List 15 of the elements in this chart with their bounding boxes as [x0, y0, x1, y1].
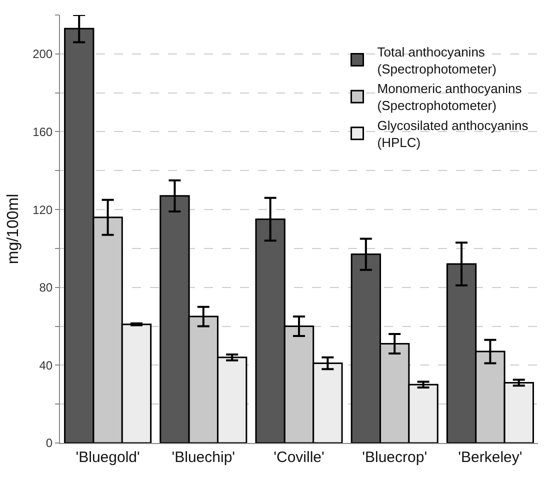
x-tick-label: 'Bluechip'	[172, 449, 236, 466]
legend-label: Monomeric anthocyanins (Spectrophotometer)	[377, 81, 522, 114]
y-tick-label: 80	[39, 280, 53, 295]
y-tick-label: 120	[32, 202, 53, 217]
x-tick-label: 'Bluecrop'	[362, 449, 428, 466]
x-tick-label: 'Bluegold'	[76, 449, 140, 466]
legend-label: Glycosilated anthocyanins (HPLC)	[377, 118, 529, 150]
y-tick-label: 0	[46, 436, 53, 450]
y-tick-label: 200	[32, 47, 53, 62]
legend-label: Total anthocyanins (Spectrophotometer)	[377, 44, 496, 76]
y-tick-label: 160	[32, 124, 53, 139]
y-axis-title: mg/100ml	[5, 194, 22, 264]
x-tick-label: 'Coville'	[274, 449, 325, 466]
x-tick-label: 'Berkeley'	[458, 449, 522, 466]
y-tick-label: 40	[39, 358, 53, 372]
